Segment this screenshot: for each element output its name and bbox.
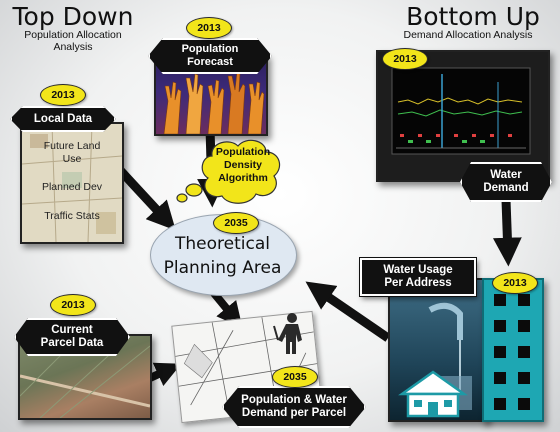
population-forecast-line2: Forecast — [187, 56, 233, 68]
pop-water-line2: Demand per Parcel — [241, 407, 347, 419]
theoretical-area-line1: Theoretical — [175, 234, 270, 254]
local-data-label: Local Data — [10, 106, 116, 132]
arrow-usage-to-theoretical — [305, 281, 391, 342]
parcel-data-label: Current Parcel Data — [14, 318, 130, 356]
theoretical-area-line2: Planning Area — [163, 258, 282, 278]
population-forecast-label: Population Forecast — [148, 38, 272, 74]
water-usage-label: Water Usage Per Address — [360, 258, 476, 296]
local-data-item-2: Use — [62, 153, 82, 165]
water-usage-year: 2013 — [492, 272, 538, 294]
building-icon — [482, 278, 544, 422]
local-data-map: Future Land Use Planned Dev Traffic Stat… — [20, 122, 124, 244]
parcel-data-year: 2013 — [50, 294, 96, 316]
pop-water-year: 2035 — [272, 366, 318, 388]
theoretical-area-label: Theoretical Planning Area — [150, 232, 295, 280]
population-forecast-line1: Population — [181, 43, 239, 55]
water-demand-line1: Water — [490, 169, 522, 181]
house-icon — [398, 370, 468, 418]
algorithm-line2: Density — [224, 159, 262, 171]
local-data-item-4: Traffic Stats — [44, 210, 100, 222]
algorithm-cloud — [176, 139, 281, 204]
top-down-subtitle-line2: Analysis — [53, 41, 93, 53]
water-usage-line2: Per Address — [384, 277, 452, 289]
bottom-up-title: Bottom Up — [406, 2, 540, 31]
monitor-screen-graph — [391, 67, 531, 155]
arrow-local-to-theoretical — [114, 164, 176, 231]
building-windows — [494, 294, 530, 410]
water-demand-line2: Demand — [483, 182, 529, 194]
top-down-subtitle: Population Allocation Analysis — [8, 29, 138, 53]
population-forecast-year: 2013 — [186, 17, 232, 39]
pop-water-label: Population & Water Demand per Parcel — [222, 386, 366, 428]
surveyor-figure-icon — [273, 313, 302, 354]
algorithm-line1: Population — [215, 146, 271, 158]
parcel-data-line1: Current — [51, 324, 93, 336]
water-usage-line1: Water Usage — [383, 264, 453, 276]
arrow-theoretical-to-parcel-map — [209, 289, 243, 328]
local-data-year: 2013 — [40, 84, 86, 106]
top-down-title: Top Down — [12, 2, 134, 31]
algorithm-line3: Algorithm — [218, 172, 268, 184]
water-demand-monitor-year: 2013 — [382, 48, 428, 70]
parcel-map-lines — [175, 317, 318, 418]
pop-water-line1: Population & Water — [241, 394, 347, 406]
raised-hands-illustration — [163, 71, 265, 134]
top-down-subtitle-line1: Population Allocation — [24, 29, 122, 41]
bottom-up-subtitle: Demand Allocation Analysis — [403, 29, 533, 41]
local-data-item-1: Future Land — [43, 140, 101, 152]
arrow-parcel-to-map — [148, 362, 182, 387]
arrow-water-demand-to-usage — [492, 199, 522, 267]
parcel-data-line2: Parcel Data — [40, 337, 104, 349]
algorithm-label: Population Density Algorithm — [200, 146, 286, 185]
local-data-item-3: Planned Dev — [41, 181, 103, 193]
land-use-map-illustration — [22, 124, 122, 242]
parcel-map-sheet — [171, 310, 323, 424]
theoretical-area-year: 2035 — [213, 212, 259, 234]
water-demand-label: Water Demand — [460, 162, 552, 202]
